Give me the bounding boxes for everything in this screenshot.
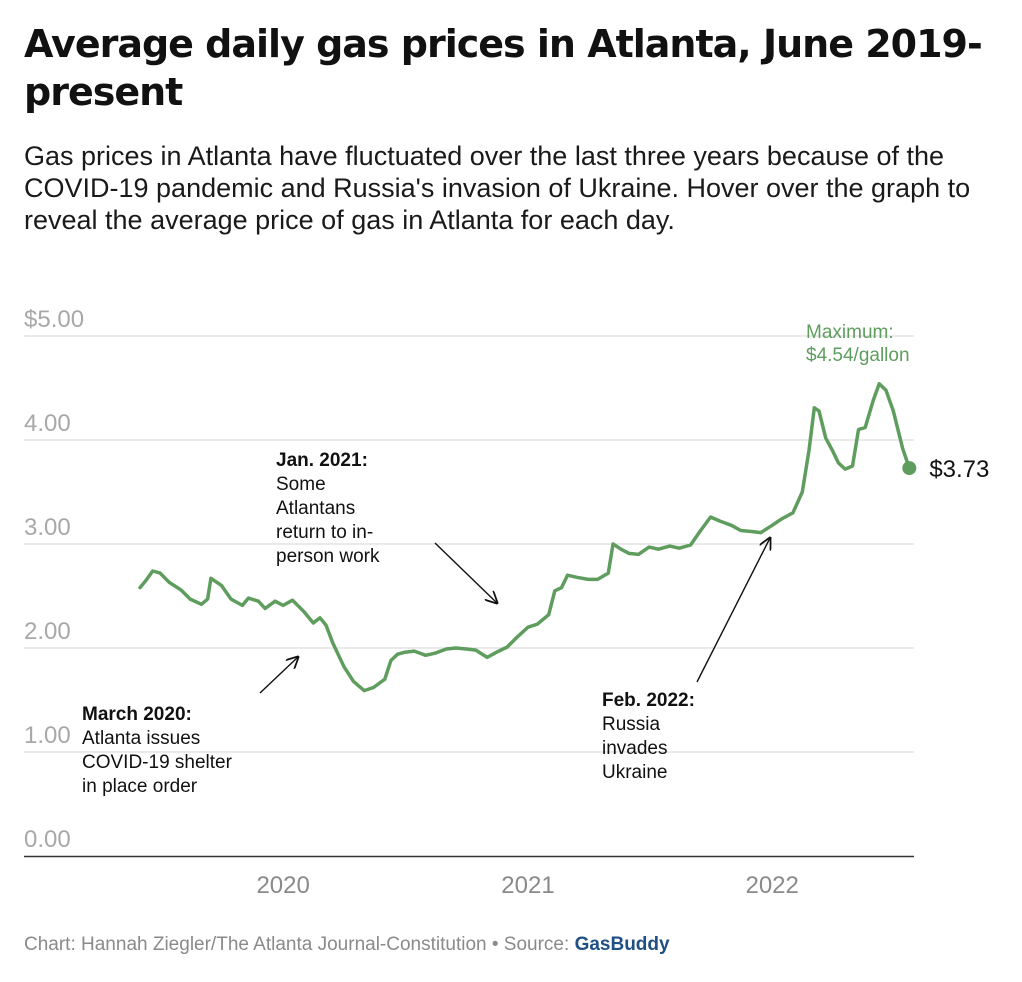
event-annotation: Jan. 2021: Some Atlantans return to in-pers…	[276, 450, 497, 603]
annotation-line: Russia	[602, 714, 661, 735]
source-link[interactable]: GasBuddy	[574, 934, 670, 955]
event-annotation: Feb. 2022: Russia invades Ukraine	[602, 538, 770, 783]
annotation-arrow	[696, 538, 770, 683]
line-chart[interactable]: $5.00 4.00 3.00 2.00 1.00 0.00 2020 2021 2022 M…	[0, 0, 1022, 930]
x-tick-label: 2020	[256, 872, 309, 899]
annotation-arrow	[259, 657, 298, 694]
event-annotation: March 2020: Atlanta issues COVID-19 shelte…	[82, 657, 298, 797]
data-layer: $3.73	[138, 382, 989, 693]
annotation-heading: March 2020:	[82, 704, 192, 725]
chart-subtitle: Gas prices in Atlanta have fluctuated ov…	[24, 141, 971, 235]
end-point-marker[interactable]	[902, 461, 917, 476]
y-tick-label: 4.00	[24, 410, 71, 437]
max-annotation-line: Maximum:	[806, 322, 894, 343]
chart-footer: Chart: Hannah Ziegler/The Atlanta Journa…	[24, 934, 670, 956]
y-tick-label: 2.00	[24, 618, 71, 645]
y-tick-label: 3.00	[24, 514, 71, 541]
end-value-label: $3.73	[929, 456, 989, 483]
annotation-heading: Jan. 2021:	[276, 450, 368, 471]
y-tick-label: 0.00	[24, 826, 71, 853]
annotation-heading: Feb. 2022:	[602, 690, 695, 711]
series-line[interactable]	[138, 382, 912, 693]
annotation-line: Some	[276, 474, 326, 495]
max-annotation-line: $4.54/gallon	[806, 345, 910, 366]
annotation-line: Atlanta issues	[82, 728, 200, 749]
annotation-line: Ukraine	[602, 762, 667, 783]
annotation-line: Atlantans	[276, 498, 355, 519]
y-axis: $5.00 4.00 3.00 2.00 1.00 0.00	[24, 306, 84, 853]
credit-text: Chart: Hannah Ziegler/The Atlanta Journa…	[24, 934, 575, 955]
gridlines	[24, 335, 914, 858]
annotation-line: COVID-19 shelter	[82, 752, 233, 773]
y-tick-label: $5.00	[24, 306, 84, 333]
y-tick-label: 1.00	[24, 722, 71, 749]
annotation-line: in place order	[82, 776, 198, 797]
chart-title: Average daily gas prices in Atlanta, Jun…	[24, 22, 983, 114]
annotation-arrow	[434, 542, 497, 603]
x-axis: 2020 2021 2022	[256, 872, 798, 899]
annotation-line: invades	[602, 738, 668, 759]
x-tick-label: 2022	[745, 872, 798, 899]
annotation-line: return to in-	[276, 522, 373, 543]
x-tick-label: 2021	[501, 872, 554, 899]
annotation-line: person work	[276, 546, 380, 567]
annotations: Maximum:$4.54/gallon March 2020: Atlanta i…	[82, 322, 910, 797]
